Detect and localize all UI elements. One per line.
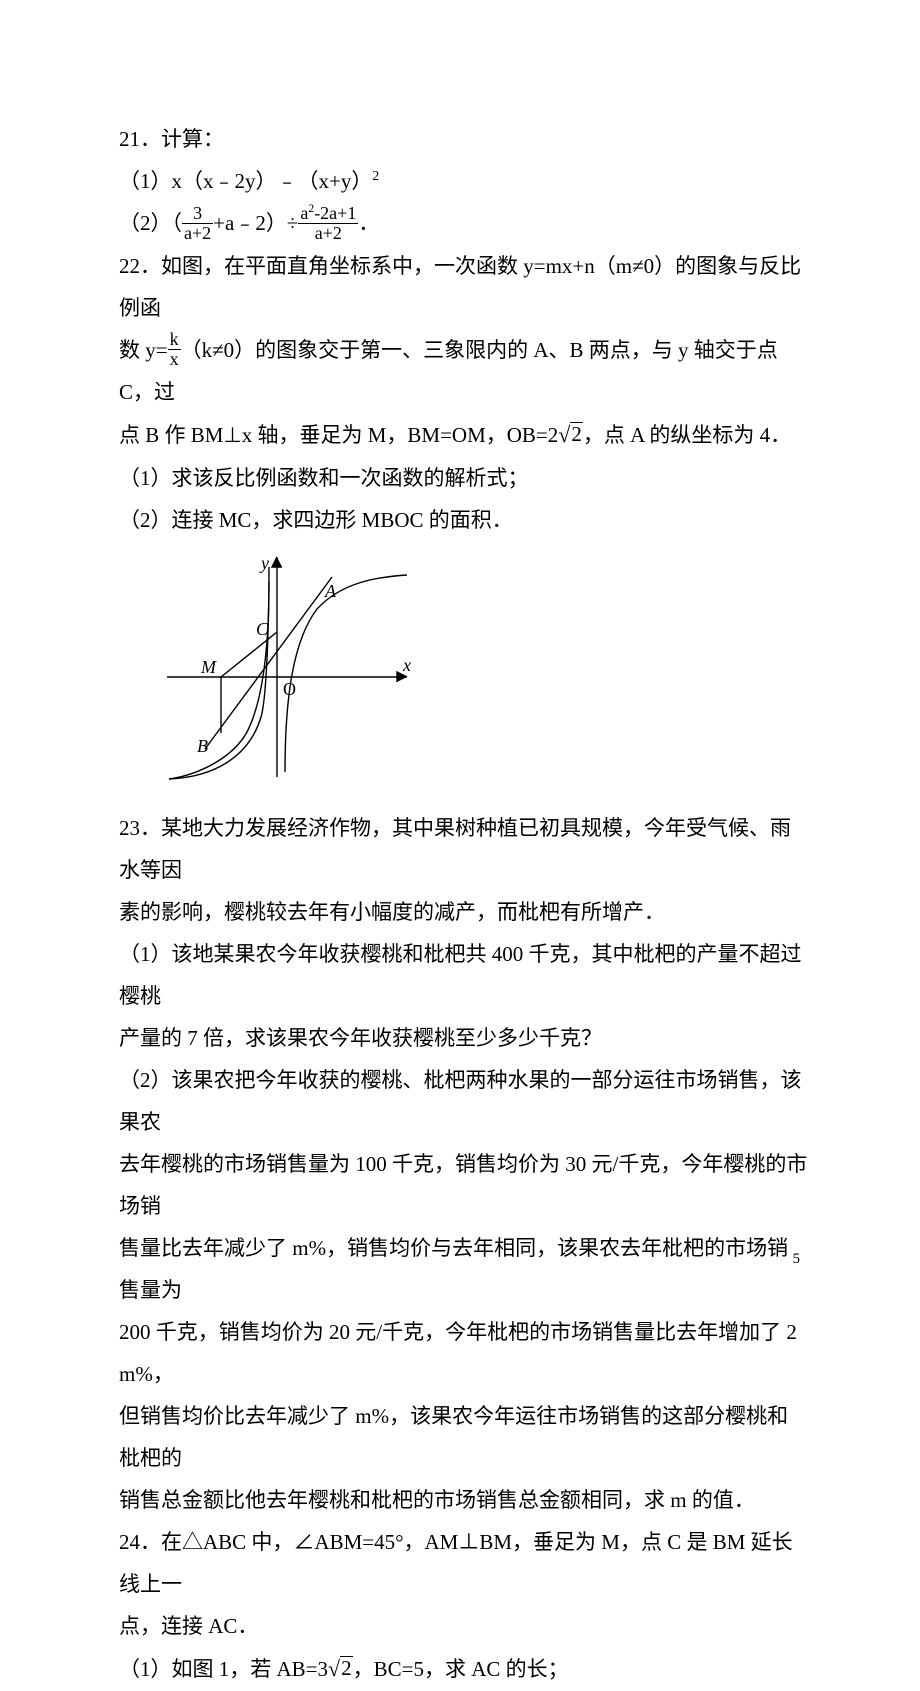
q21-frac2: a2-2a+1a+2 [298, 204, 358, 243]
q21-p2-c: 2）÷ [255, 211, 298, 235]
q23-line2: 素的影响，樱桃较去年有小幅度的减产，而枇杷有所增产． [119, 891, 809, 933]
q21-frac2-num: a2-2a+1 [298, 204, 358, 224]
q22-line2: 数 y=kx（k≠0）的图象交于第一、三象限内的 A、B 两点，与 y 轴交于点… [119, 329, 809, 414]
q21-frac1: 3a+2 [182, 204, 213, 243]
q21-frac2-den: a+2 [298, 224, 358, 243]
q21-p2-end: ． [358, 211, 379, 235]
q23-line3: （1）该地某果农今年收获樱桃和枇杷共 400 千克，其中枇杷的产量不超过樱桃 [119, 933, 809, 1017]
q21-p1-b: 2y） [235, 169, 277, 193]
axis-x-label: x [402, 655, 411, 675]
q23-line7: 售量比去年减少了 m%，销售均价与去年相同，该果农去年枇杷的市场销售量为 [119, 1227, 809, 1311]
page-content: 21．计算： （1）x（x﹣2y）﹣（x+y）2 （2）（3a+2+a﹣2）÷a… [119, 118, 809, 1691]
q22-line1: 22．如图，在平面直角坐标系中，一次函数 y=mx+n（m≠0）的图象与反比例函 [119, 245, 809, 329]
sqrt-icon: √ [558, 422, 570, 447]
point-a-label: A [324, 581, 337, 601]
q23-line9: 但销售均价比去年减少了 m%，该果农今年运往市场销售的这部分樱桃和枇杷的 [119, 1395, 809, 1479]
point-c-label: C [256, 619, 269, 639]
q22-l3a: 点 B 作 BM⊥x 轴，垂足为 M，BM=OM，OB=2 [119, 423, 558, 447]
q22-l2a: 数 y= [119, 338, 168, 362]
q21-frac1-den: a+2 [182, 224, 213, 243]
q23-line5: （2）该果农把今年收获的樱桃、枇杷两种水果的一部分运往市场销售，该果农 [119, 1059, 809, 1143]
q22-sqrt: 2 [570, 422, 583, 445]
q24-line2: 点，连接 AC． [119, 1605, 809, 1647]
q22-line5: （2）连接 MC，求四边形 MBOC 的面积． [119, 499, 809, 541]
q22-graph: y x O A B C M [157, 547, 809, 801]
q22-frac-den: x [168, 350, 181, 369]
q22-l3b: ，点 A 的纵坐标为 4． [583, 423, 791, 447]
q21-part2: （2）（3a+2+a﹣2）÷a2-2a+1a+2． [119, 202, 809, 245]
axis-y-label: y [259, 553, 269, 573]
q22-line3: 点 B 作 BM⊥x 轴，垂足为 M，BM=OM，OB=2√2，点 A 的纵坐标… [119, 413, 809, 457]
q21-p1-c: （x+y） [298, 169, 373, 193]
origin-label: O [283, 679, 296, 699]
q23-line4: 产量的 7 倍，求该果农今年收获樱桃至少多少千克？ [119, 1017, 809, 1059]
q21-frac1-num: 3 [182, 204, 213, 224]
q23-line1: 23．某地大力发展经济作物，其中果树种植已初具规模，今年受气候、雨水等因 [119, 807, 809, 891]
q24-l3a: （1）如图 1，若 AB=3 [119, 1657, 328, 1681]
q21-p2-b: +a [213, 211, 234, 235]
q23-line10: 销售总金额比他去年樱桃和枇杷的市场销售总金额相同，求 m 的值． [119, 1479, 809, 1521]
q24-l3b: ，BC=5，求 AC 的长； [353, 1657, 569, 1681]
page-number: 5 [793, 1244, 801, 1274]
q21-p2-a: （2）（ [119, 211, 182, 235]
q21-part1: （1）x（x﹣2y）﹣（x+y）2 [119, 160, 809, 202]
q22-frac: kx [168, 330, 181, 369]
sqrt-icon: √ [328, 1656, 340, 1681]
q22-l2b: （k≠0）的图象交于第一、三象限内的 A、B 两点，与 y 轴交于点 C，过 [119, 338, 778, 405]
q21-p1-a: （1）x（x [119, 169, 214, 193]
q22-line4: （1）求该反比例函数和一次函数的解析式； [119, 457, 809, 499]
q21-head: 21．计算： [119, 118, 809, 160]
q22-frac-num: k [168, 330, 181, 350]
point-b-label: B [197, 736, 208, 756]
q23-line6: 去年樱桃的市场销售量为 100 千克，销售均价为 30 元/千克，今年樱桃的市场… [119, 1143, 809, 1227]
point-m-label: M [200, 657, 217, 677]
q24-line1: 24．在△ABC 中，∠ABM=45°，AM⊥BM，垂足为 M，点 C 是 BM… [119, 1521, 809, 1605]
coordinate-graph-icon: y x O A B C M [157, 547, 417, 787]
q24-line3: （1）如图 1，若 AB=3√2，BC=5，求 AC 的长； [119, 1647, 809, 1691]
q24-sqrt: 2 [340, 1656, 353, 1679]
q21-p1-exp: 2 [372, 168, 379, 183]
q23-line8: 200 千克，销售均价为 20 元/千克，今年枇杷的市场销售量比去年增加了 2m… [119, 1311, 809, 1395]
